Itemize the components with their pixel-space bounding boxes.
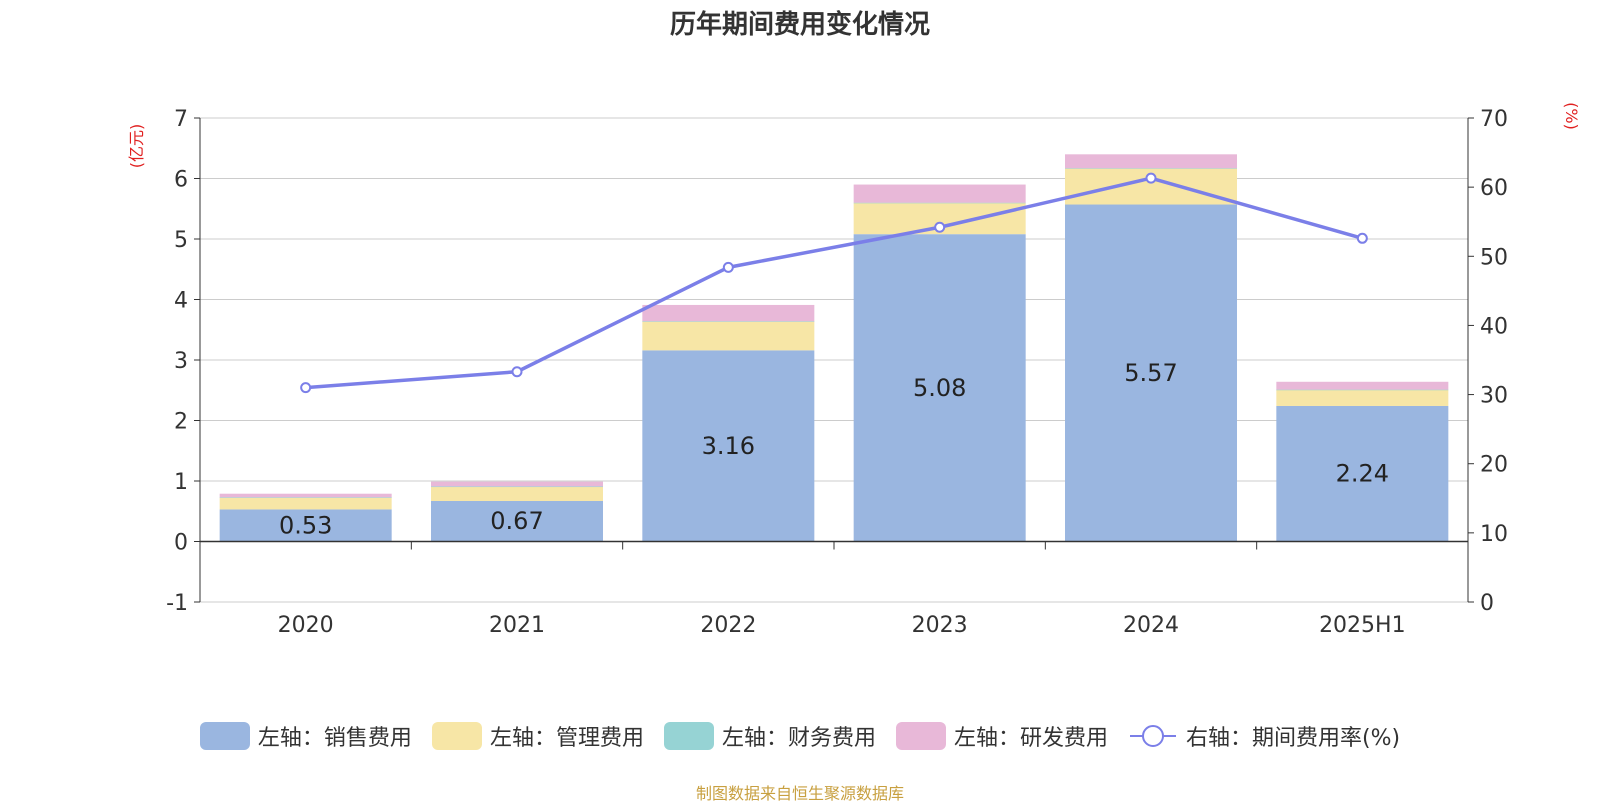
chart-title: 历年期间费用变化情况: [669, 10, 930, 40]
line-point: [934, 221, 946, 233]
legend-item[interactable]: 左轴：研发费用: [895, 720, 1108, 752]
x-tick-label: 2021: [489, 613, 545, 638]
expense-ratio-line: [305, 176, 1363, 390]
left-tick-label: 0: [174, 531, 188, 556]
line-point: [1145, 172, 1157, 184]
grid-layer: [200, 117, 1468, 603]
x-tick-label: 2020: [278, 613, 334, 638]
bar-segment: [1065, 168, 1237, 169]
right-tick-label: 50: [1480, 245, 1508, 270]
x-tick-label: 2023: [912, 613, 968, 638]
right-tick-label: 10: [1480, 522, 1508, 547]
line-point: [1356, 232, 1368, 244]
bar-segment: [1065, 204, 1237, 542]
bar-segment: [1276, 381, 1449, 390]
legend-swatch: [895, 722, 946, 750]
data-label: 3.16: [702, 432, 755, 460]
line-point: [722, 261, 734, 273]
x-tick-label: 2024: [1123, 613, 1179, 638]
bar-segment: [1065, 154, 1237, 169]
bar-segment: [431, 481, 603, 487]
legend-item[interactable]: 左轴：销售费用: [199, 720, 412, 752]
labels-layer: 0.53 0.67 3.16 5.08 5.57 2.24: [279, 359, 1389, 539]
left-tick-label: 1: [174, 470, 188, 495]
legend-label: 左轴：研发费用: [953, 726, 1108, 751]
bar-segment: [431, 486, 603, 488]
data-label: 0.67: [490, 507, 543, 535]
left-axis-unit: (亿元): [127, 124, 146, 169]
line-layer: [300, 172, 1368, 394]
x-tick-label: 2025H1: [1319, 613, 1406, 638]
right-tick-label: 70: [1480, 107, 1508, 132]
legend-item[interactable]: 左轴：管理费用: [431, 720, 644, 752]
source-note: 制图数据来自恒生聚源数据库: [695, 784, 904, 803]
bar-segment: [642, 321, 815, 351]
data-label: 2.24: [1336, 460, 1389, 488]
bar-segment: [1276, 389, 1449, 406]
legend-item[interactable]: 右轴：期间费用率(%): [1128, 720, 1400, 752]
legend: 左轴：销售费用 左轴：管理费用 左轴：财务费用 左轴：研发费用 右轴：期间费用率(%): [0, 720, 1600, 752]
bar-segment: [431, 486, 603, 501]
right-axis-unit: (%): [1562, 102, 1581, 130]
bar-segment: [853, 234, 1026, 542]
bar-segment: [219, 509, 392, 542]
data-label: 5.08: [913, 374, 966, 402]
legend-swatch: [199, 722, 250, 750]
bar-segment: [219, 497, 392, 498]
bar-segment: [642, 304, 815, 322]
line-point: [300, 382, 312, 394]
bar-segment: [431, 500, 603, 542]
bar-segment: [853, 184, 1026, 203]
bar-segment: [219, 497, 392, 510]
legend-swatch: [431, 722, 482, 750]
right-tick-label: 30: [1480, 384, 1508, 409]
legend-label: 左轴：销售费用: [257, 726, 412, 751]
legend-line-swatch: [1129, 725, 1176, 747]
bar-segment: [1276, 389, 1449, 391]
bar-segment: [642, 321, 815, 322]
data-label: 0.53: [279, 511, 332, 539]
left-tick-label: 7: [174, 107, 188, 132]
left-tick-label: 3: [174, 349, 188, 374]
legend-label: 左轴：管理费用: [489, 726, 644, 751]
right-tick-label: 0: [1480, 591, 1494, 616]
legend-item[interactable]: 左轴：财务费用: [663, 720, 876, 752]
bar-segment: [642, 350, 815, 542]
left-tick-label: 2: [174, 410, 188, 435]
bar-segment: [853, 202, 1026, 204]
bar-segment: [1276, 405, 1449, 542]
right-tick-label: 20: [1480, 453, 1508, 478]
left-tick-label: 4: [174, 289, 188, 314]
x-tick-label: 2022: [700, 613, 756, 638]
left-tick-label: -1: [166, 591, 188, 616]
legend-label: 右轴：期间费用率(%): [1185, 726, 1401, 751]
data-label: 5.57: [1124, 359, 1177, 387]
legend-swatch: [663, 722, 714, 750]
left-tick-label: 6: [174, 168, 188, 193]
line-point: [511, 366, 523, 378]
right-tick-label: 40: [1480, 314, 1508, 339]
legend-label: 左轴：财务费用: [721, 726, 876, 751]
left-tick-label: 5: [174, 228, 188, 253]
right-tick-label: 60: [1480, 176, 1508, 201]
bars-layer: [219, 154, 1449, 542]
bar-segment: [219, 493, 392, 498]
